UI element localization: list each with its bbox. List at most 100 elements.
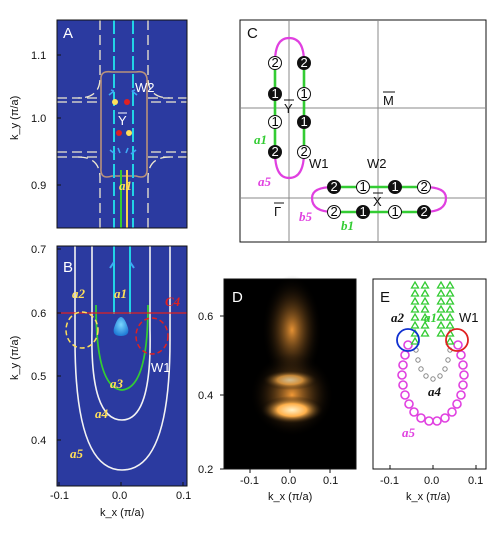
- panel-e-a2-label: a2: [391, 310, 405, 325]
- marker-filled: [268, 87, 282, 101]
- panel-a-yticks: [57, 54, 61, 186]
- panel-c-mbar-label: M: [383, 93, 394, 108]
- marker-label: 1: [272, 86, 279, 101]
- a4-point: [430, 376, 436, 382]
- marker-label: 2: [421, 179, 428, 194]
- panel-b-xticks: [58, 482, 184, 486]
- panel-b-a5-label: a5: [70, 446, 84, 461]
- marker-label: 2: [272, 144, 279, 159]
- marker-open: [268, 115, 282, 129]
- panel-b-a2-circle: [65, 311, 99, 349]
- panel-e-a1-triangles: [410, 280, 455, 345]
- panel-b-ytick-1: 0.7: [31, 244, 46, 256]
- marker-label: 1: [301, 86, 308, 101]
- a5-point: [440, 413, 450, 423]
- panel-b-xtick-3: 0.1: [176, 490, 191, 502]
- panel-a-dot-yellow-1: [112, 99, 118, 105]
- panel-d-label: D: [232, 289, 243, 306]
- panel-a: A W2 Y a1 1.1 1.0 0.9 k_y (π/a): [9, 19, 188, 229]
- marker-open: [297, 145, 311, 159]
- a5-point: [458, 360, 468, 370]
- a5-point: [398, 360, 408, 370]
- marker-open: [268, 56, 282, 70]
- panel-b-w1-circle: [135, 317, 169, 355]
- a5-point: [458, 380, 468, 390]
- panel-a-arrows-top: [108, 89, 138, 96]
- panel-c-ybar-label: Y: [284, 101, 293, 116]
- panel-c-a5-label: a5: [258, 174, 272, 189]
- marker-filled: [388, 180, 402, 194]
- panel-b-ytick-3: 0.5: [31, 371, 46, 383]
- a4-point: [442, 366, 448, 372]
- panel-d-xlabel: k_x (π/a): [268, 491, 312, 503]
- panel-c-a1-label: a1: [254, 132, 267, 147]
- panel-b-ytick-4: 0.4: [31, 435, 46, 447]
- a4-point: [437, 373, 443, 379]
- panel-a-arrows-bottom: [109, 147, 137, 155]
- panel-b-a5-contour: [74, 246, 171, 471]
- panel-a-ytick-3: 0.9: [31, 180, 46, 192]
- panel-d: D 0.6 0.4 0.2 -0.1 0.0 0.1 k_x (π/a): [198, 275, 357, 503]
- panel-c-b5-label: b5: [299, 209, 313, 224]
- panel-c: 2 2 1 1 1 1 2 2 2 1 1 2 2: [239, 19, 487, 243]
- marker-label: 1: [392, 179, 399, 194]
- a4-point: [415, 357, 421, 363]
- a1-inner-right-column: [436, 280, 446, 337]
- panel-a-dot-red-1: [124, 99, 130, 105]
- panel-c-a5-bottom: [273, 151, 306, 180]
- panel-a-contour-vert-left-bot: [77, 156, 101, 228]
- marker-filled: [268, 145, 282, 159]
- marker-label: 2: [331, 204, 338, 219]
- a5-point: [404, 399, 414, 409]
- panel-c-a5-top: [273, 36, 306, 63]
- marker-label: 1: [301, 114, 308, 129]
- panel-c-label: C: [247, 25, 258, 42]
- marker-label: 1: [392, 204, 399, 219]
- panel-d-peak: [260, 396, 324, 424]
- panel-e-blue-circle: [396, 328, 420, 352]
- panel-b-ylabel: k_y (π/a): [9, 336, 21, 380]
- panel-b-xtick-2: 0.0: [112, 490, 127, 502]
- marker-label: 1: [272, 114, 279, 129]
- marker-filled: [417, 205, 431, 219]
- panel-c-w2-label: W2: [367, 156, 387, 171]
- panel-b-a1-label: a1: [114, 286, 127, 301]
- marker-label: 2: [272, 55, 279, 70]
- panel-a-dot-red-2: [116, 130, 122, 136]
- a5-point: [416, 413, 426, 423]
- panel-e-xtick-3: 0.1: [468, 475, 483, 487]
- panel-b-a2-label: a2: [72, 286, 86, 301]
- panel-b-plot-area: [57, 246, 187, 486]
- a5-point: [409, 407, 419, 417]
- panel-a-w2-label: W2: [135, 80, 155, 95]
- a5-point: [456, 390, 466, 400]
- marker-open: [297, 87, 311, 101]
- a1-inner-left-column: [420, 280, 430, 337]
- panel-c-markers-horizontal: 2 1 1 2 2 1 1 2: [327, 179, 431, 219]
- marker-label: 2: [301, 144, 308, 159]
- marker-open: [327, 205, 341, 219]
- panel-e-a5-label: a5: [402, 425, 416, 440]
- panel-d-band: [262, 370, 318, 390]
- panel-a-label: A: [63, 25, 73, 42]
- panel-a-pocket: [100, 70, 148, 178]
- panel-a-ybar-label: Y: [118, 113, 127, 128]
- panel-d-ytick-3: 0.2: [198, 464, 213, 476]
- panel-b-frame: [56, 245, 188, 487]
- panel-d-xtick-1: -0.1: [240, 475, 259, 487]
- panel-d-glow-lower: [250, 353, 334, 437]
- panel-b-a3-label: a3: [110, 376, 124, 391]
- a5-point: [397, 370, 407, 380]
- panel-a-ylabel: k_y (π/a): [9, 96, 21, 140]
- panel-e-xlabel: k_x (π/a): [406, 491, 450, 503]
- panel-a-contour-vert-right-bot: [147, 156, 171, 228]
- marker-label: 1: [360, 204, 367, 219]
- a5-point: [398, 380, 408, 390]
- panel-c-gamma-label: Γ: [274, 204, 281, 219]
- panel-b-arrows: [109, 261, 135, 269]
- panel-a-dot-yellow-2: [126, 130, 132, 136]
- panel-e: E a2 a1 W1 a4 a5 -0.1 0.0 0.1 k_x (π/a): [372, 278, 487, 503]
- a5-point: [403, 340, 413, 350]
- panel-b-blue-pocket: [113, 317, 129, 336]
